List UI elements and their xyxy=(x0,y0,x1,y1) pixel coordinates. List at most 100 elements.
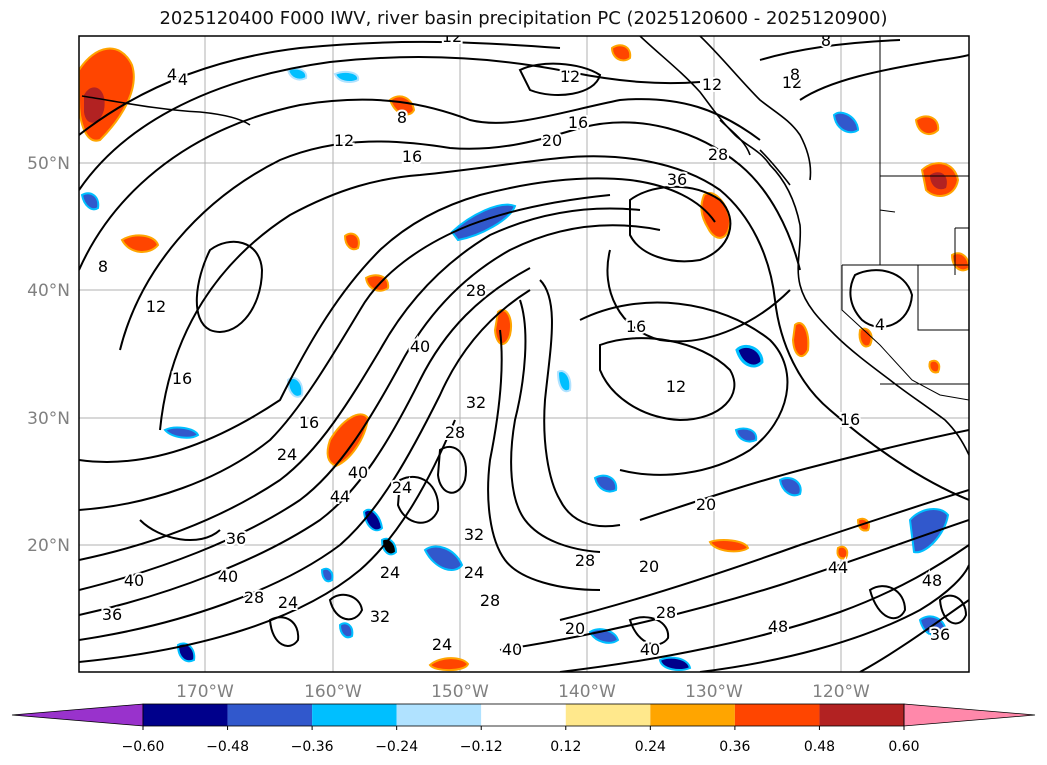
contour-label: 24 xyxy=(277,445,297,464)
contour-label: 40 xyxy=(640,640,660,659)
contour-label: 28 xyxy=(244,588,264,607)
contour-label: 40 xyxy=(502,640,522,659)
lon-label: 140°W xyxy=(558,682,616,702)
contour-label: 24 xyxy=(432,635,452,654)
precip-positive-blob xyxy=(428,657,470,672)
contour-label: 4 xyxy=(178,70,188,89)
precip-positive-blob xyxy=(610,44,632,62)
precip-positive-blob xyxy=(708,539,750,553)
iwv-contour-line xyxy=(559,489,969,621)
iwv-contour-line xyxy=(396,475,440,524)
precip-positive-blob xyxy=(343,232,360,251)
colorbar-segment xyxy=(819,704,904,726)
iwv-contours xyxy=(79,39,969,672)
colorbar-segment xyxy=(396,704,482,726)
contour-label: 28 xyxy=(480,591,500,610)
precip-negative-blob xyxy=(556,370,572,393)
colorbar-tick-label: 0.48 xyxy=(804,739,835,755)
lat-label: 50°N xyxy=(27,154,70,174)
contour-label: 32 xyxy=(370,607,390,626)
colorbar-segment xyxy=(143,704,228,726)
colorbar-tick-label: −0.36 xyxy=(291,739,334,755)
iwv-contour-line xyxy=(159,155,969,501)
precip-negative-blob xyxy=(163,426,200,439)
iwv-contour-line xyxy=(579,301,789,476)
iwv-contour-line xyxy=(559,544,969,672)
contour-label: 24 xyxy=(278,593,298,612)
colorbar-segment xyxy=(565,704,651,726)
contour-label: 4 xyxy=(167,65,177,84)
iwv-contour-line xyxy=(699,564,969,672)
precip-negative-blob xyxy=(338,622,354,639)
lon-labels: 170°W 160°W 150°W 140°W 130°W 120°W xyxy=(176,682,870,702)
colorbar-tick-label: 0.60 xyxy=(888,739,919,755)
coastline xyxy=(699,36,812,181)
contour-label: 8 xyxy=(98,257,108,276)
iwv-contour-line xyxy=(139,519,221,542)
colorbar-tick-label: −0.48 xyxy=(206,739,249,755)
contour-label: 20 xyxy=(565,619,585,638)
precip-negative-blob xyxy=(423,545,464,571)
precip-positive-blob xyxy=(493,309,512,345)
contour-label: 16 xyxy=(299,413,319,432)
iwv-contour-line xyxy=(79,98,761,271)
map-title: 2025120400 F000 IWV, river basin precipi… xyxy=(159,8,888,29)
precip-positive-blob xyxy=(120,234,160,253)
precip-negative-blob xyxy=(176,642,196,663)
precip-negative-blob xyxy=(908,508,950,554)
contour-label: 16 xyxy=(840,410,860,429)
colorbar-frame xyxy=(142,703,905,727)
colorbar-extend-max xyxy=(903,703,1036,727)
contour-label: 8 xyxy=(397,108,407,127)
contour-labels: 4812121281216201628361281612281640121624… xyxy=(96,36,952,661)
coastlines xyxy=(81,36,969,456)
iwv-contour-line xyxy=(868,585,907,620)
precip-negative-blob xyxy=(734,427,758,443)
precip-positive-blob xyxy=(858,327,873,348)
contour-label: 36 xyxy=(930,625,950,644)
iwv-contour-line xyxy=(639,429,969,521)
colorbar-segment xyxy=(312,704,397,726)
colorbar-tick-label: 0.12 xyxy=(550,739,581,755)
contour-label: 28 xyxy=(466,281,486,300)
lon-label: 120°W xyxy=(812,682,870,702)
border-line xyxy=(917,265,969,331)
contour-label: 16 xyxy=(626,317,646,336)
borders xyxy=(841,36,969,401)
colorbar-segment xyxy=(734,704,820,726)
iwv-contour-line xyxy=(518,62,602,96)
precip-positive-blob xyxy=(928,359,941,374)
contour-label: 20 xyxy=(696,495,716,514)
precip-negative-blob xyxy=(286,376,304,398)
iwv-contour-line xyxy=(759,39,901,61)
contour-label: 40 xyxy=(218,567,238,586)
precip-negative-blob xyxy=(735,345,764,368)
contour-label: 36 xyxy=(226,529,246,548)
iwv-contour-line xyxy=(499,519,969,651)
iwv-contour-line xyxy=(79,289,531,641)
coastline xyxy=(759,149,791,186)
iwv-contour-line xyxy=(539,279,621,528)
map-frame xyxy=(78,35,970,673)
iwv-contour-line xyxy=(628,616,670,646)
contour-label: 48 xyxy=(768,617,788,636)
coastline xyxy=(81,95,251,126)
iwv-contour-line xyxy=(606,249,791,343)
iwv-contour-line xyxy=(195,240,264,333)
iwv-contour-line xyxy=(79,224,661,591)
contour-label: 28 xyxy=(575,551,595,570)
iwv-contour-line xyxy=(79,267,531,616)
contour-label: 36 xyxy=(102,605,122,624)
coastline xyxy=(639,36,969,456)
lat-label: 20°N xyxy=(27,536,70,556)
contour-label: 40 xyxy=(124,571,144,590)
iwv-contour-line xyxy=(79,194,611,511)
contour-label: 12 xyxy=(334,131,354,150)
iwv-contour-line xyxy=(79,40,561,136)
colorbar-tick-label: −0.12 xyxy=(460,739,503,755)
iwv-contour-line xyxy=(79,207,641,561)
precip-negative-blob xyxy=(450,203,517,242)
colorbar-extend-min xyxy=(11,703,144,727)
precip-positive-blob xyxy=(791,322,810,358)
contour-label: 16 xyxy=(172,369,192,388)
